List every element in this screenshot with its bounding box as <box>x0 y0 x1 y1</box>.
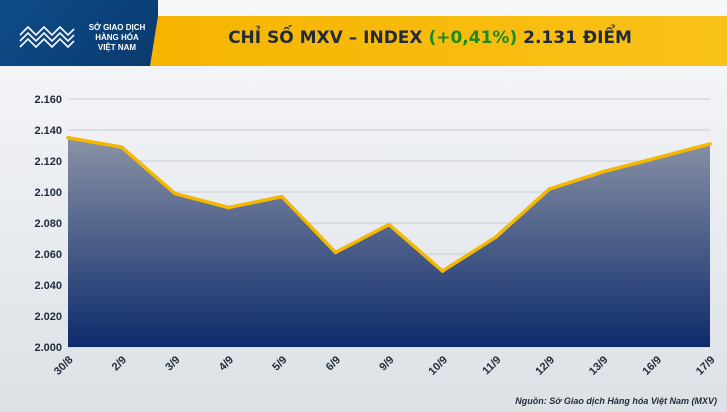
y-tick-label: 2.000 <box>34 342 62 354</box>
source-note: Nguồn: Sở Giao dịch Hàng hóa Việt Nam (M… <box>515 396 717 406</box>
y-tick-label: 2.140 <box>34 125 62 137</box>
x-tick-label: 12/9 <box>533 354 557 378</box>
data-point <box>66 135 70 140</box>
data-point <box>387 222 391 227</box>
title-prefix: CHỈ SỐ MXV – INDEX <box>228 28 429 48</box>
logo-line-3: VIỆT NAM <box>97 43 137 52</box>
title-change-percent: (+0,41%) <box>428 28 518 48</box>
data-point <box>547 187 552 191</box>
y-tick-label: 2.100 <box>34 187 62 199</box>
data-point <box>173 191 177 196</box>
data-point <box>226 205 231 210</box>
title-suffix: 2.131 ĐIỂM <box>517 28 632 48</box>
header: SỞ GIAO DỊCH HÀNG HÓA VIỆT NAM CHỈ SỐ MX… <box>0 0 727 66</box>
y-axis: 2.000 2.020 2.040 2.060 2.080 2.100 2.120 2.140… <box>34 94 62 354</box>
data-point <box>119 145 124 149</box>
data-point <box>440 269 445 273</box>
x-tick-label: 9/9 <box>377 354 396 373</box>
chart-title: CHỈ SỐ MXV – INDEX (+0,41%) 2.131 ĐIỂM <box>150 16 710 60</box>
x-tick-label: 3/9 <box>163 354 182 373</box>
data-point <box>333 250 338 255</box>
data-point <box>280 194 284 199</box>
logo: SỞ GIAO DỊCH HÀNG HÓA VIỆT NAM <box>0 0 158 66</box>
x-tick-label: 5/9 <box>270 354 289 373</box>
data-point <box>654 156 659 160</box>
x-tick-label: 6/9 <box>324 354 343 373</box>
data-point <box>708 142 712 146</box>
y-tick-label: 2.040 <box>34 280 62 292</box>
x-tick-label: 11/9 <box>480 354 503 377</box>
title-band: CHỈ SỐ MXV – INDEX (+0,41%) 2.131 ĐIỂM <box>150 16 727 66</box>
x-tick-label: 30/8 <box>52 354 76 378</box>
x-tick-label: 17/9 <box>694 354 718 378</box>
mxv-logo-icon <box>19 25 75 49</box>
data-point <box>494 235 498 239</box>
area-layer <box>66 135 712 347</box>
data-point <box>601 170 605 174</box>
logo-line-1: SỞ GIAO DỊCH <box>88 23 146 32</box>
x-tick-label: 13/9 <box>587 354 611 378</box>
y-tick-label: 2.120 <box>34 156 62 168</box>
y-tick-label: 2.160 <box>34 94 62 106</box>
x-tick-label: 16/9 <box>640 354 664 378</box>
y-tick-label: 2.020 <box>34 311 62 323</box>
logo-text: SỞ GIAO DỊCH HÀNG HÓA VIỆT NAM <box>80 23 154 53</box>
x-axis: 30/8 2/9 3/9 4/9 5/9 6/9 9/9 10/9 11/9 12/9 13/9 16… <box>52 354 718 378</box>
y-tick-label: 2.080 <box>34 218 62 230</box>
logo-line-2: HÀNG HÓA <box>95 33 139 42</box>
y-tick-label: 2.060 <box>34 249 62 261</box>
x-tick-label: 2/9 <box>110 354 129 373</box>
x-tick-label: 4/9 <box>217 354 236 373</box>
x-tick-label: 10/9 <box>426 354 450 378</box>
